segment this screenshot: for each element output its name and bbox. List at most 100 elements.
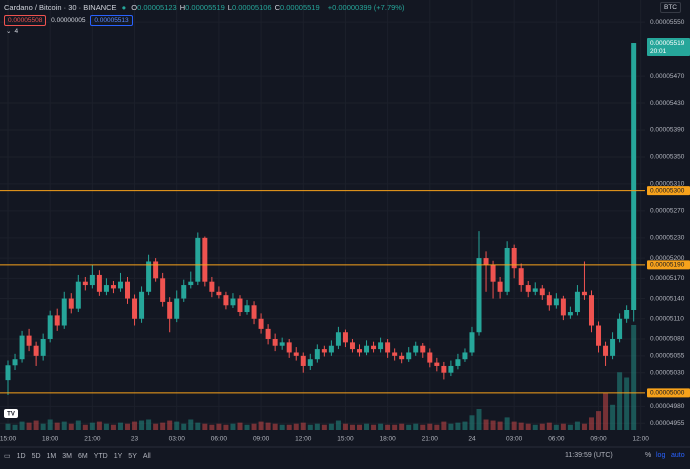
candle-body	[518, 268, 524, 286]
volume-bar	[75, 420, 81, 430]
volume-bar	[68, 423, 74, 430]
range-button[interactable]: 1Y	[113, 453, 123, 460]
volume-bar	[567, 424, 573, 430]
volume-bar	[603, 393, 609, 430]
ohlc-key: L	[227, 3, 232, 12]
volume-bar	[525, 423, 531, 430]
candle-body	[546, 295, 552, 306]
volume-bar	[371, 424, 377, 430]
candle-body	[209, 281, 215, 292]
range-button[interactable]: 3M	[62, 453, 72, 460]
price-tag	[647, 38, 690, 57]
y-tick-label: 0.00005430	[650, 100, 685, 107]
candle-body	[392, 352, 398, 356]
range-icon[interactable]: ▭	[4, 453, 11, 460]
ohlc-value: 0.00005106	[231, 3, 272, 12]
x-tick-label: 15:00	[337, 436, 354, 443]
candle-body	[631, 43, 637, 311]
candle-body	[61, 298, 67, 326]
trade-line: 0.00005508 0.00000005 0.00005513	[4, 15, 136, 26]
range-button[interactable]: 1M	[46, 453, 57, 460]
range-button[interactable]: 5D	[31, 453, 41, 460]
buy-button[interactable]: 0.00005513	[90, 15, 133, 26]
x-tick-label: 21:00	[84, 436, 101, 443]
hline-label: 0.00005300	[650, 187, 685, 194]
candle-body	[230, 298, 236, 306]
log-toggle[interactable]: log	[656, 452, 666, 459]
candle-body	[413, 345, 419, 353]
auto-toggle[interactable]: auto	[671, 452, 685, 459]
candle-body	[293, 352, 299, 356]
volume-bar	[230, 423, 236, 430]
volume-bar	[427, 423, 433, 430]
y-tick-label: 0.00005030	[650, 369, 685, 376]
candle-body	[307, 359, 313, 366]
volume-bar	[476, 409, 482, 430]
candle-body	[160, 278, 166, 302]
candle-body	[532, 288, 538, 292]
y-tick-label: 0.00005550	[650, 19, 685, 26]
candle-body	[68, 298, 74, 309]
volume-bar	[272, 423, 278, 430]
candle-body	[202, 237, 208, 282]
volume-bar	[399, 423, 405, 430]
range-button[interactable]: All	[142, 453, 151, 460]
range-bar: ▭ 1D 5D 1M 3M 6M YTD 1Y 5Y All	[4, 452, 157, 460]
candle-body	[139, 291, 145, 319]
hline-tag	[647, 260, 690, 270]
y-tick-label: 0.00005350	[650, 154, 685, 161]
sell-button[interactable]: 0.00005508	[4, 15, 47, 26]
x-tick-label: 21:00	[422, 436, 439, 443]
volume-bar	[349, 424, 355, 430]
candle-body	[40, 338, 46, 356]
range-button[interactable]: YTD	[93, 453, 108, 460]
volume-bar	[174, 421, 180, 430]
volume-bar	[588, 417, 594, 430]
candle-body	[603, 345, 609, 356]
volume-bar	[610, 404, 616, 430]
x-tick-label: 23	[131, 436, 139, 443]
candle-body	[321, 349, 327, 353]
volume-bar	[307, 424, 313, 430]
volume-bar	[195, 422, 201, 430]
volume-bar	[335, 420, 341, 430]
candle-body	[244, 305, 250, 313]
candle-body	[110, 285, 116, 289]
candle-body	[497, 281, 503, 292]
volume-bar	[293, 423, 299, 430]
y-tick-label: 0.00005310	[650, 181, 685, 188]
candle-body	[265, 328, 271, 339]
candle-body	[490, 264, 496, 282]
range-button[interactable]: 5Y	[128, 453, 137, 460]
range-button[interactable]: 6M	[78, 453, 88, 460]
candle-body	[125, 281, 131, 299]
volume-bar	[54, 422, 60, 430]
currency: BTC	[660, 2, 681, 13]
y-tick-label: 0.00005390	[650, 127, 685, 134]
volume-bar	[631, 325, 637, 430]
volume-bar	[216, 423, 222, 430]
candle-body	[448, 365, 454, 373]
candle-body	[237, 298, 243, 313]
candle-body	[272, 338, 278, 346]
currency-select[interactable]: BTC	[660, 2, 684, 13]
y-tick-label: 0.00005200	[650, 255, 685, 262]
candle-body	[96, 274, 102, 292]
y-tick-label: 0.00005170	[650, 275, 685, 282]
volume-bar	[497, 421, 503, 430]
range-button[interactable]: 1D	[16, 453, 26, 460]
candle-body	[560, 298, 566, 316]
candle-body	[258, 318, 264, 329]
volume-bar	[244, 424, 250, 430]
candle-body	[469, 332, 475, 353]
candle-body	[406, 352, 412, 360]
x-tick-label: 03:00	[169, 436, 186, 443]
candle-body	[539, 288, 545, 296]
x-tick-label: 24	[468, 436, 476, 443]
candle-body	[567, 312, 573, 316]
indicators-toggle[interactable]: ⌄ 4	[6, 28, 19, 35]
percent-toggle[interactable]: %	[645, 452, 652, 459]
candle-body	[300, 355, 306, 366]
candle-body	[75, 281, 81, 309]
candle-body	[82, 281, 88, 286]
